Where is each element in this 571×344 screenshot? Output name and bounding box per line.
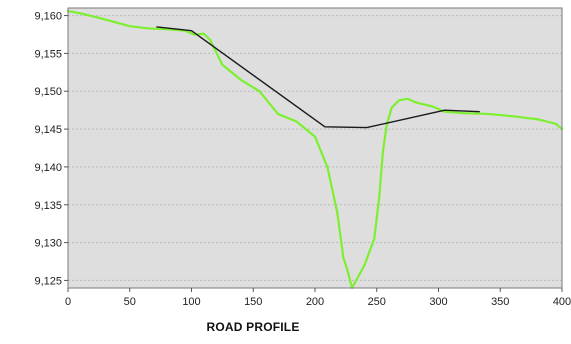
plot-area xyxy=(68,8,562,288)
series-1-line xyxy=(156,26,480,129)
series-0-line xyxy=(66,9,564,290)
y-tick-label-1: 9,130 xyxy=(34,238,62,250)
x-tick-label-1: 50 xyxy=(124,296,136,308)
series-layer xyxy=(66,9,564,290)
y-tick-marks xyxy=(64,15,68,281)
x-tick-label-7: 350 xyxy=(491,296,509,308)
x-tick-marks xyxy=(67,288,563,292)
x-axis-title: ROAD PROFILE xyxy=(206,320,299,334)
x-tick-label-3: 150 xyxy=(244,296,262,308)
x-tick-labels: 0 50 100 150 200 250 300 350 400 xyxy=(65,296,571,308)
y-tick-label-7: 9,160 xyxy=(34,11,62,23)
x-tick-label-5: 250 xyxy=(368,296,386,308)
x-tick-label-8: 400 xyxy=(553,296,571,308)
x-tick-label-2: 100 xyxy=(182,296,200,308)
series-0 xyxy=(66,9,564,290)
y-tick-label-0: 9,125 xyxy=(34,275,62,287)
x-tick-label-0: 0 xyxy=(65,296,71,308)
y-tick-label-2: 9,135 xyxy=(34,200,62,212)
y-tick-label-5: 9,150 xyxy=(34,86,62,98)
y-tick-label-4: 9,145 xyxy=(34,124,62,136)
series-1 xyxy=(156,26,480,129)
y-tick-label-3: 9,140 xyxy=(34,162,62,174)
y-tick-label-6: 9,155 xyxy=(34,48,62,60)
x-tick-label-4: 200 xyxy=(306,296,324,308)
y-tick-labels: 9,125 9,130 9,135 9,140 9,145 9,150 9,155 9,160 xyxy=(34,11,62,288)
x-tick-label-6: 300 xyxy=(429,296,447,308)
